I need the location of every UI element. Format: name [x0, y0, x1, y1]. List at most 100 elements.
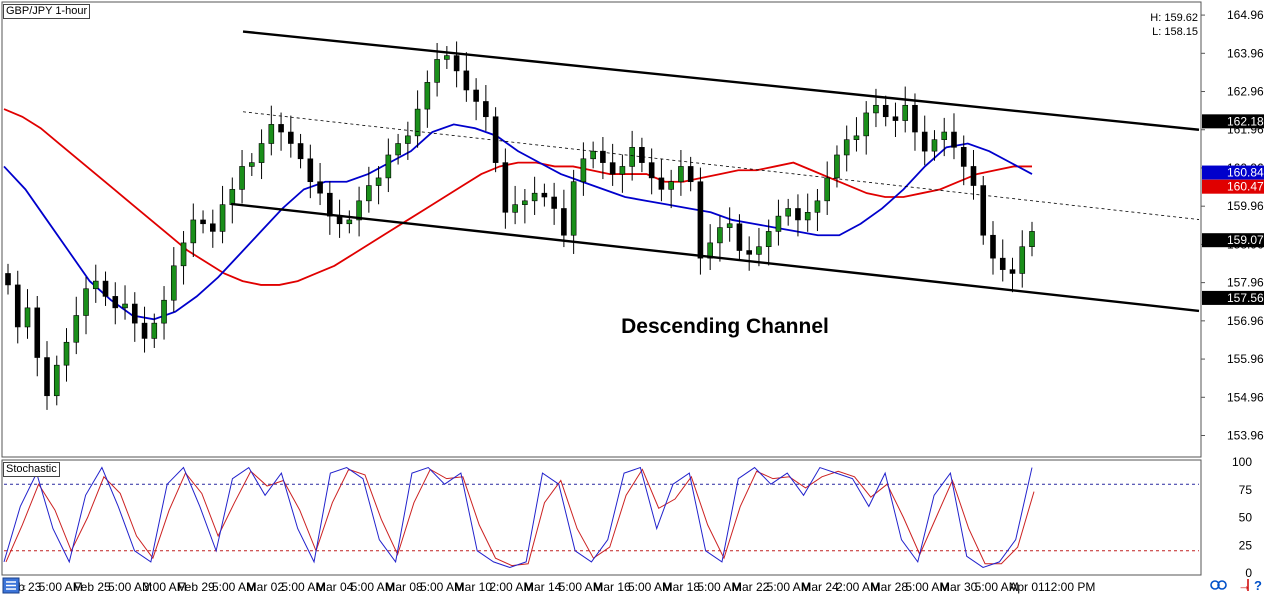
chevron-left-icon[interactable]: ‹: [22, 580, 26, 594]
candle-body: [843, 139, 850, 156]
candle-body: [590, 150, 596, 160]
session-high: H: 159.62: [1150, 12, 1198, 24]
candle-body: [999, 257, 1006, 270]
candle-body: [375, 177, 382, 186]
candle-body: [414, 108, 421, 137]
time-tick-label: 2:00 AM: [836, 580, 880, 594]
lower-channel-line[interactable]: [230, 202, 1200, 313]
price-tick-label: 154.96: [1227, 390, 1264, 404]
time-tick-label: Mar 28: [871, 580, 909, 594]
time-tick-label: Mar 14: [524, 580, 562, 594]
candle-body: [180, 242, 187, 267]
price-tag: [1202, 165, 1264, 180]
time-tick-label: Feb 25: [73, 580, 111, 594]
candle-body: [327, 192, 333, 217]
candle-body: [609, 162, 616, 175]
help-icon[interactable]: ?: [1254, 578, 1262, 593]
price-tag-label: 160.84: [1227, 166, 1264, 180]
price-tick-label: 155.96: [1227, 352, 1264, 366]
candle-body: [44, 357, 50, 397]
candle-body: [34, 307, 41, 358]
candle-body: [980, 185, 987, 236]
candle-body: [249, 162, 255, 167]
candle-body: [73, 315, 80, 343]
candle-body: [170, 265, 177, 301]
time-tick-label: 5:00 AM: [628, 580, 672, 594]
menu-icon[interactable]: [2, 577, 20, 594]
price-tick-label: 159.96: [1227, 199, 1264, 213]
candle-body: [804, 212, 811, 221]
candle-body: [307, 158, 314, 183]
candle-body: [863, 112, 870, 137]
candle-body: [960, 147, 967, 167]
time-tick-label: 5:00 AM: [559, 580, 603, 594]
candle-body: [892, 116, 899, 121]
candle-body: [473, 89, 479, 102]
indicator-label: Stochastic: [3, 462, 60, 477]
candle-body: [53, 364, 60, 397]
time-tick-label: Feb 29: [177, 580, 215, 594]
candle-body: [941, 131, 948, 140]
candle-body: [317, 181, 323, 194]
candle-body: [687, 166, 694, 183]
upper-channel-line[interactable]: [242, 30, 1200, 131]
time-tick-label: Mar 02: [247, 580, 285, 594]
candle-body: [629, 147, 635, 167]
price-tick-label: 163.96: [1227, 46, 1264, 60]
candle-body: [678, 166, 684, 183]
price-tag-label: 159.07: [1227, 233, 1264, 247]
price-panel-frame: [1, 1, 1202, 458]
candle-body: [483, 101, 489, 118]
price-tag-label: 160.47: [1227, 180, 1264, 194]
price-tick-label: 164.96: [1227, 8, 1264, 22]
time-tick-label: 2:00 AM: [489, 580, 533, 594]
price-tag: [1202, 179, 1264, 194]
candle-body: [444, 55, 450, 60]
candle-body: [453, 55, 460, 72]
candle-body: [1009, 269, 1016, 274]
candle-body: [131, 303, 138, 324]
candle-body: [161, 299, 167, 324]
candle-body: [405, 135, 411, 144]
candle-body: [570, 181, 577, 236]
candle-body: [668, 181, 674, 190]
candle-body: [356, 200, 362, 221]
candle-body: [873, 104, 879, 114]
candle-body: [112, 296, 119, 309]
candle-body: [990, 234, 996, 259]
candle-body: [658, 177, 665, 190]
candle-body: [395, 143, 401, 156]
candle-body: [697, 181, 704, 259]
candle-body: [200, 219, 206, 225]
candle-body: [424, 82, 431, 110]
candle-body: [219, 204, 226, 232]
time-tick-label: 5:00 AM: [108, 580, 152, 594]
moving-average-line: [3, 108, 1032, 286]
time-tick-label: Mar 30: [940, 580, 978, 594]
time-tick-label: Mar 04: [316, 580, 354, 594]
candle-body: [746, 250, 752, 255]
candle-body: [619, 166, 626, 175]
candle-body: [502, 162, 509, 213]
link-icon[interactable]: [1210, 580, 1227, 590]
candle-body: [512, 204, 518, 213]
candle-body: [707, 242, 713, 259]
mid-channel-line[interactable]: [242, 111, 1200, 220]
svg-text:→: →: [1238, 578, 1251, 593]
price-tag: [1202, 290, 1264, 305]
stochastic-tick-label: 25: [1239, 538, 1253, 552]
candle-body: [522, 200, 528, 205]
moving-average-layer: [3, 108, 1033, 321]
arrow-right-icon[interactable]: →: [1238, 578, 1251, 593]
svg-text:‹: ‹: [22, 580, 26, 594]
candle-body: [102, 280, 109, 297]
candle-body: [561, 208, 567, 236]
price-tick-label: 162.96: [1227, 85, 1264, 99]
price-axis: 164.96163.96162.96161.96160.96159.96158.…: [1201, 8, 1264, 443]
candle-body: [83, 288, 89, 316]
candle-body: [24, 307, 31, 328]
candle-body: [756, 246, 762, 255]
